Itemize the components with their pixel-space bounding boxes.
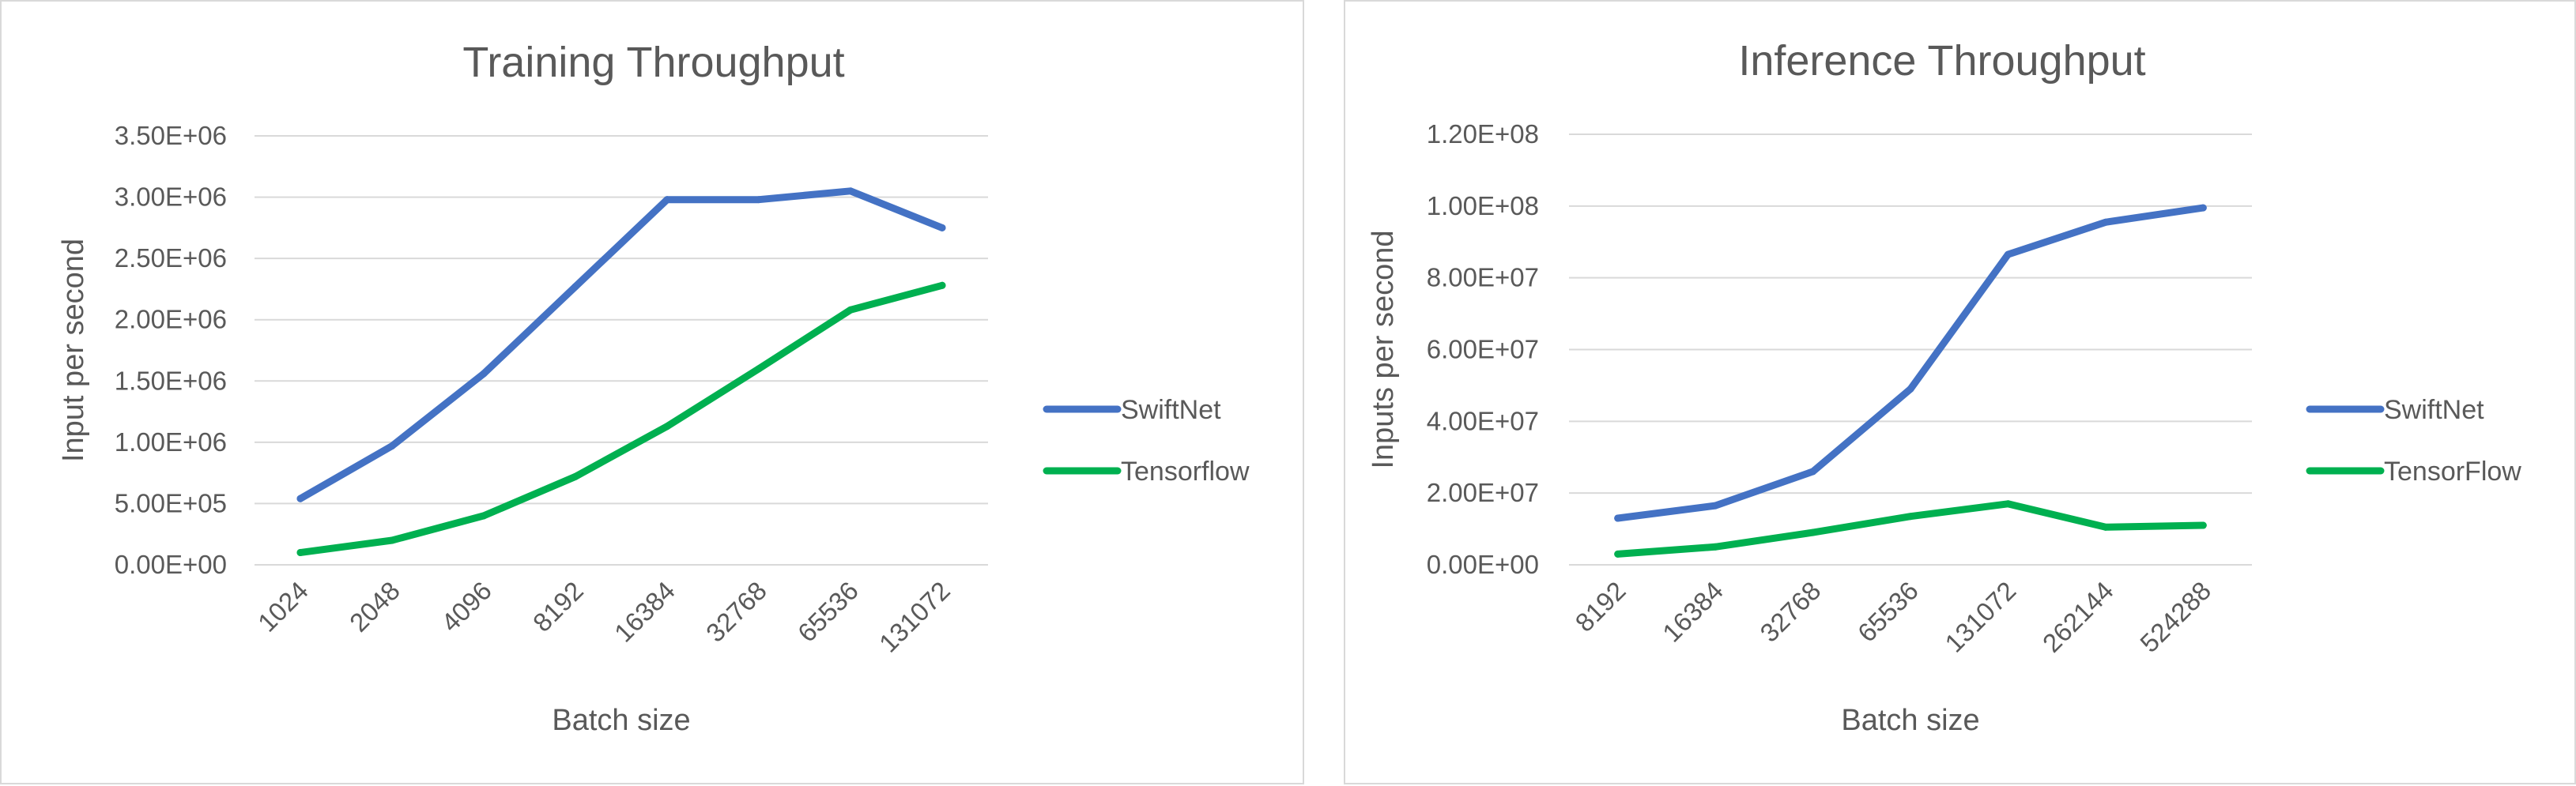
y-tick-label: 2.00E+06 xyxy=(115,305,227,334)
x-tick-label: 131072 xyxy=(1939,576,2021,658)
data-point-tensorflow xyxy=(663,423,671,431)
data-point-swiftnet xyxy=(755,196,763,204)
x-tick-label: 65536 xyxy=(792,576,864,648)
x-tick-label: 131072 xyxy=(873,576,956,658)
x-tick-label: 16384 xyxy=(1657,576,1729,648)
data-point-swiftnet xyxy=(1614,514,1622,522)
x-tick-label: 65536 xyxy=(1852,576,1924,648)
series-line-tensorflow xyxy=(296,281,946,556)
legend-label-swiftnet: SwiftNet xyxy=(1121,395,1221,425)
data-point-swiftnet xyxy=(938,224,946,231)
x-tick-label: 8192 xyxy=(527,576,589,637)
x-tick-label: 262144 xyxy=(2037,576,2119,658)
y-tick-label: 3.50E+06 xyxy=(115,121,227,150)
data-point-tensorflow xyxy=(938,281,946,289)
data-point-swiftnet xyxy=(1907,385,1914,393)
y-tick-label: 8.00E+07 xyxy=(1427,263,1539,292)
data-point-swiftnet xyxy=(480,370,488,378)
data-point-tensorflow xyxy=(847,306,854,314)
data-point-tensorflow xyxy=(1614,550,1622,558)
inference-chart-panel: Inference Throughput 0.00E+00 2.00E+07 4.00… xyxy=(1344,0,2576,784)
data-point-swiftnet xyxy=(2004,250,2012,258)
y-tick-label: 0.00E+00 xyxy=(115,550,227,579)
x-tick-label: 8192 xyxy=(1570,576,1631,637)
data-point-swiftnet xyxy=(1809,468,1817,476)
data-point-tensorflow xyxy=(480,512,488,520)
y-axis-title: Input per second xyxy=(57,239,90,462)
data-point-tensorflow xyxy=(755,365,763,373)
x-tick-label: 32768 xyxy=(700,576,772,648)
data-point-tensorflow xyxy=(2004,500,2012,508)
y-tick-label: 3.00E+06 xyxy=(115,182,227,212)
training-chart-panel: Training Throughput 0.00E+00 5.00E+05 1.00E… xyxy=(0,0,1304,784)
data-point-swiftnet xyxy=(2102,218,2110,226)
legend-label-tensorflow: TensorFlow xyxy=(2384,457,2521,487)
data-point-tensorflow xyxy=(388,536,396,544)
series-line-tensorflow xyxy=(1614,500,2207,558)
series-line-swiftnet xyxy=(1614,204,2207,522)
x-tick-label: 524288 xyxy=(2134,576,2216,658)
y-tick-label: 0.00E+00 xyxy=(1427,550,1539,579)
x-tick-label: 16384 xyxy=(609,576,681,648)
data-point-tensorflow xyxy=(296,548,304,556)
legend-label-tensorflow: Tensorflow xyxy=(1121,457,1250,487)
inference-throughput-chart: Inference Throughput 0.00E+00 2.00E+07 4.00… xyxy=(1367,37,2521,737)
chart-title: Inference Throughput xyxy=(1738,37,2145,85)
y-tick-label: 1.00E+06 xyxy=(115,427,227,457)
y-tick-label: 4.00E+07 xyxy=(1427,406,1539,435)
x-tick-label: 2048 xyxy=(344,576,405,637)
data-point-tensorflow xyxy=(1907,513,1914,521)
x-axis-title: Batch size xyxy=(1841,704,1979,737)
x-axis-title: Batch size xyxy=(552,704,690,737)
data-point-swiftnet xyxy=(296,495,304,502)
y-tick-label: 1.00E+08 xyxy=(1427,191,1539,220)
y-tick-label: 1.20E+08 xyxy=(1427,119,1539,149)
data-point-swiftnet xyxy=(847,187,854,195)
y-tick-label: 6.00E+07 xyxy=(1427,335,1539,364)
chart-title: Training Throughput xyxy=(462,39,844,86)
data-point-swiftnet xyxy=(388,442,396,450)
training-throughput-chart: Training Throughput 0.00E+00 5.00E+05 1.00E… xyxy=(57,39,1250,737)
data-point-tensorflow xyxy=(2199,521,2207,529)
x-tick-label: 1024 xyxy=(252,576,314,637)
data-point-tensorflow xyxy=(1809,528,1817,536)
y-axis-title: Inputs per second xyxy=(1367,230,1400,468)
y-tick-label: 1.50E+06 xyxy=(115,366,227,395)
data-point-tensorflow xyxy=(571,472,579,480)
data-point-swiftnet xyxy=(2199,204,2207,212)
x-tick-label: 32768 xyxy=(1754,576,1826,648)
data-point-tensorflow xyxy=(1711,543,1719,551)
legend-label-swiftnet: SwiftNet xyxy=(2384,395,2484,425)
data-point-swiftnet xyxy=(1711,502,1719,510)
series-line-swiftnet xyxy=(296,187,946,502)
y-tick-label: 2.50E+06 xyxy=(115,243,227,273)
y-tick-label: 5.00E+05 xyxy=(115,488,227,517)
y-tick-label: 2.00E+07 xyxy=(1427,478,1539,507)
x-tick-label: 4096 xyxy=(436,576,497,637)
data-point-tensorflow xyxy=(2102,523,2110,531)
data-point-swiftnet xyxy=(663,196,671,204)
data-point-swiftnet xyxy=(571,283,579,291)
